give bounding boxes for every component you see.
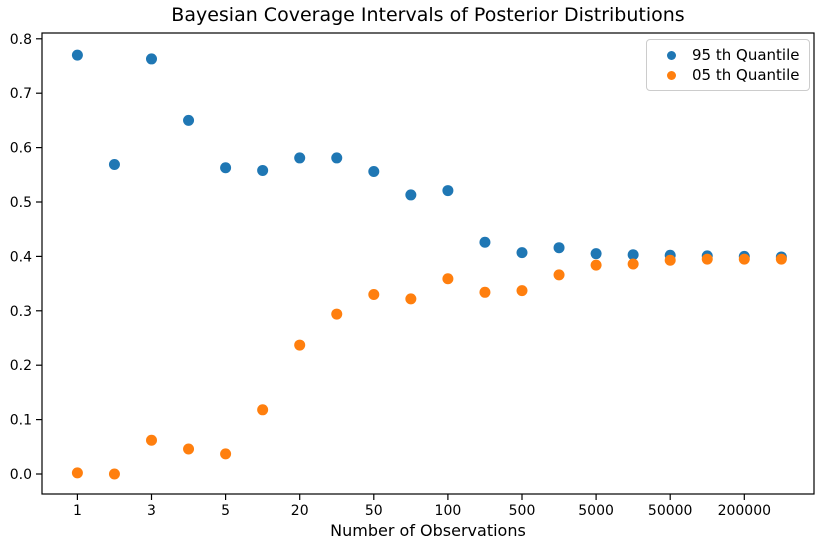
data-point-95th-quantile <box>627 249 639 261</box>
y-tick-label: 0.5 <box>10 195 32 211</box>
data-point-05th-quantile <box>146 434 157 446</box>
x-tick-label: 200000 <box>718 503 771 519</box>
y-tick-label: 0.0 <box>10 467 32 483</box>
x-tick-label: 500 <box>509 503 536 519</box>
y-tick-label: 0.8 <box>10 32 32 48</box>
legend-marker-95th-icon <box>667 50 676 60</box>
data-point-95th-quantile <box>183 114 195 126</box>
x-tick-label: 100 <box>435 503 462 519</box>
legend-marker-05th-icon <box>667 70 676 80</box>
x-tick-label: 20 <box>291 503 309 519</box>
legend-entry-95th: 95 th Quantile <box>659 45 799 65</box>
data-point-95th-quantile <box>590 248 602 260</box>
data-point-95th-quantile <box>368 166 380 178</box>
data-point-05th-quantile <box>627 258 639 270</box>
data-point-05th-quantile <box>405 293 417 305</box>
legend-entry-05th: 05 th Quantile <box>659 65 799 85</box>
data-point-05th-quantile <box>71 467 83 479</box>
legend-label-95th: 95 th Quantile <box>692 46 800 64</box>
data-point-05th-quantile <box>108 468 120 480</box>
x-axis-label: Number of Observations <box>330 521 526 540</box>
y-tick-label: 0.2 <box>10 358 32 374</box>
x-tick-label: 50000 <box>648 503 693 519</box>
data-point-95th-quantile <box>479 236 491 248</box>
y-tick-label: 0.1 <box>10 413 32 429</box>
data-point-05th-quantile <box>701 253 713 265</box>
data-point-05th-quantile <box>294 339 306 351</box>
axes-frame <box>41 32 815 495</box>
data-point-05th-quantile <box>553 269 565 281</box>
x-tick-label: 50 <box>365 503 383 519</box>
data-point-95th-quantile <box>331 152 343 164</box>
y-tick-label: 0.4 <box>10 249 32 265</box>
data-point-05th-quantile <box>331 308 343 320</box>
data-point-95th-quantile <box>257 164 269 176</box>
data-point-05th-quantile <box>590 259 602 271</box>
data-point-05th-quantile <box>183 443 195 455</box>
y-tick-label: 0.7 <box>10 86 32 102</box>
legend: 95 th Quantile 05 th Quantile <box>646 39 810 91</box>
data-point-95th-quantile <box>294 152 306 164</box>
data-point-05th-quantile <box>775 253 787 265</box>
data-point-05th-quantile <box>479 286 491 298</box>
y-tick-label: 0.6 <box>10 141 32 157</box>
y-tick-label: 0.3 <box>10 304 32 320</box>
chart-title: Bayesian Coverage Intervals of Posterior… <box>171 4 685 26</box>
data-point-95th-quantile <box>553 242 565 254</box>
data-point-95th-quantile <box>108 158 120 170</box>
data-point-05th-quantile <box>257 404 269 416</box>
data-point-05th-quantile <box>516 285 528 297</box>
data-point-95th-quantile <box>442 185 454 197</box>
x-tick-label: 3 <box>147 503 156 519</box>
data-point-05th-quantile <box>664 254 676 266</box>
x-tick-label: 5000 <box>578 503 614 519</box>
x-tick-label: 1 <box>73 503 82 519</box>
data-point-05th-quantile <box>220 448 232 460</box>
data-point-95th-quantile <box>71 49 83 61</box>
data-point-95th-quantile <box>220 162 232 174</box>
x-tick-label: 5 <box>221 503 230 519</box>
data-point-05th-quantile <box>442 273 454 285</box>
data-point-95th-quantile <box>405 189 417 201</box>
data-point-95th-quantile <box>516 247 528 259</box>
data-point-95th-quantile <box>146 53 157 65</box>
data-point-05th-quantile <box>368 288 380 300</box>
legend-label-05th: 05 th Quantile <box>692 66 800 84</box>
data-point-05th-quantile <box>738 253 750 265</box>
